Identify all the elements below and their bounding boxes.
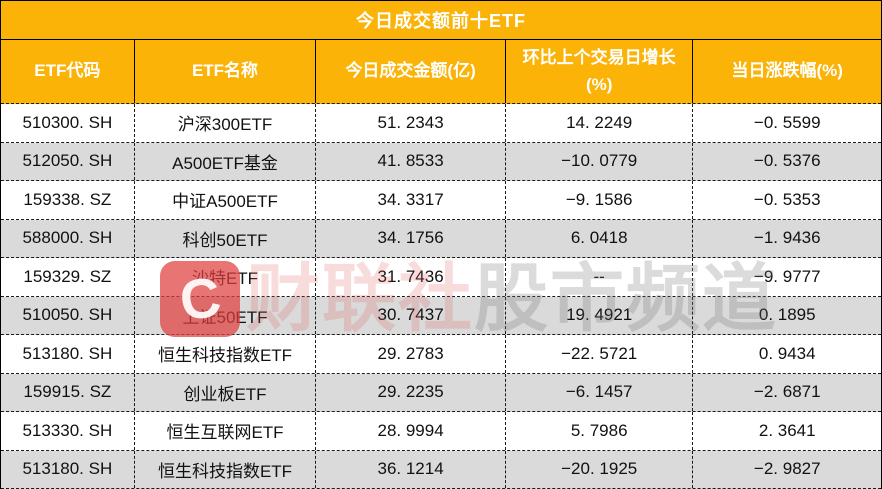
cell-code: 159338. SZ [23,189,112,209]
table-body: 510300. SH 沪深300ETF 51. 2343 14. 2249 −0. 55… [1,104,881,489]
cell-name: 中证A500ETF [133,181,316,219]
cell-code: 159915. SZ [23,382,112,402]
cell-growth: −6. 1457 [504,373,693,411]
cell-name: 恒生互联网ETF [133,412,316,450]
cell-turnover: 36. 1214 [315,450,505,488]
table-row: 513180. SH 恒生科技指数ETF 36. 1214 −20. 1925 −2. … [1,450,881,489]
cell-change: −0. 5599 [692,104,881,142]
cell-code: 513180. SH [22,343,113,363]
cell-code: 513330. SH [22,420,113,440]
cell-name: 沙特ETF [133,258,316,296]
cell-change: −0. 5353 [692,181,881,219]
table-row: 513180. SH 恒生科技指数ETF 29. 2783 −22. 5721 0. 9… [1,335,881,374]
cell-turnover: 31. 7436 [315,258,505,296]
cell-name: 恒生科技指数ETF [133,335,316,373]
column-header-growth: 环比上个交易日增长(%) [504,40,693,103]
cell-growth: −20. 1925 [504,450,693,488]
table-row: 588000. SH 科创50ETF 34. 1756 6. 0418 −1. 9436 [1,219,881,258]
cell-turnover: 41. 8533 [315,142,505,180]
cell-name: 上证50ETF [133,296,316,334]
table-row: 159329. SZ 沙特ETF 31. 7436 -- −9. 9777 [1,258,881,297]
cell-code: 510300. SH [22,112,113,132]
column-header-code: ETF代码 [34,61,101,81]
cell-turnover: 28. 9994 [315,412,505,450]
cell-turnover: 34. 3317 [315,181,505,219]
cell-name: A500ETF基金 [133,142,316,180]
table-header-row: ETF代码 ETF名称 今日成交金额(亿) 环比上个交易日增长(%) 当日涨跌幅… [1,40,881,104]
cell-growth: −10. 0779 [504,142,693,180]
cell-change: 0. 9434 [692,335,881,373]
table-row: 510300. SH 沪深300ETF 51. 2343 14. 2249 −0. 55… [1,104,881,143]
cell-growth: 6. 0418 [504,219,693,257]
cell-change: −0. 5376 [692,142,881,180]
cell-change: −1. 9436 [692,219,881,257]
cell-growth: 14. 2249 [504,104,693,142]
cell-name: 沪深300ETF [133,104,316,142]
table-row: 510050. SH 上证50ETF 30. 7437 19. 4921 0. 1895 [1,296,881,335]
cell-turnover: 34. 1756 [315,219,505,257]
cell-change: −9. 9777 [692,258,881,296]
cell-code: 510050. SH [22,305,113,325]
cell-turnover: 29. 2235 [315,373,505,411]
cell-growth: 19. 4921 [504,296,693,334]
cell-turnover: 29. 2783 [315,335,505,373]
column-header-turnover: 今日成交金额(亿) [315,40,505,103]
cell-growth: 5. 7986 [504,412,693,450]
column-header-change: 当日涨跌幅(%) [692,40,881,103]
cell-name: 创业板ETF [133,373,316,411]
table-row: 513330. SH 恒生互联网ETF 28. 9994 5. 7986 2. 3641 [1,412,881,451]
cell-change: 0. 1895 [692,296,881,334]
table-row: 512050. SH A500ETF基金 41. 8533 −10. 0779 −0. … [1,142,881,181]
cell-name: 科创50ETF [133,219,316,257]
column-header-name: ETF名称 [133,40,316,103]
cell-change: 2. 3641 [692,412,881,450]
cell-change: −2. 9827 [692,450,881,488]
cell-code: 159329. SZ [23,266,112,286]
cell-growth: −22. 5721 [504,335,693,373]
cell-code: 512050. SH [22,151,113,171]
cell-name: 恒生科技指数ETF [133,450,316,488]
table-row: 159915. SZ 创业板ETF 29. 2235 −6. 1457 −2. 6871 [1,373,881,412]
cell-change: −2. 6871 [692,373,881,411]
cell-code: 588000. SH [22,228,113,248]
table-row: 159338. SZ 中证A500ETF 34. 3317 −9. 1586 −0. 5… [1,181,881,220]
cell-turnover: 30. 7437 [315,296,505,334]
cell-turnover: 51. 2343 [315,104,505,142]
table-title: 今日成交额前十ETF [1,1,881,40]
cell-code: 513180. SH [22,459,113,479]
cell-growth: −9. 1586 [504,181,693,219]
cell-growth: -- [504,258,693,296]
